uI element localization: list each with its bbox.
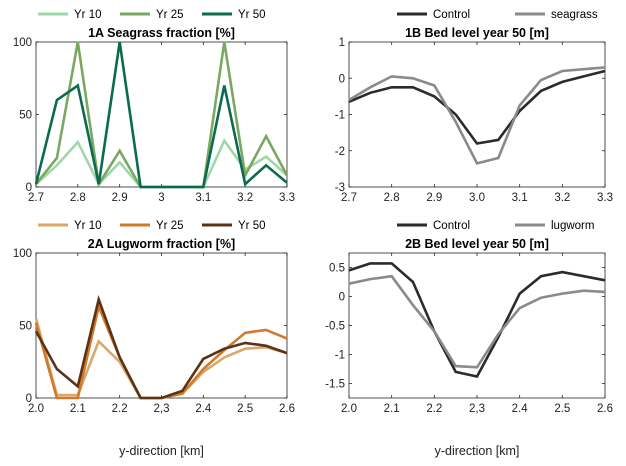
y-tick-label: -2 [335, 146, 345, 158]
y-tick-label: -0.5 [325, 321, 345, 333]
x-tick-label: 3.0 [469, 192, 485, 204]
y-tick-label: 100 [13, 248, 32, 260]
x-tick-label: 3.1 [512, 192, 528, 204]
legend-label: Yr 50 [238, 220, 266, 232]
legend-label: lugworm [551, 220, 594, 232]
x-tick-label: 2.6 [597, 403, 613, 415]
legend-label: Control [433, 9, 470, 21]
y-tick-label: 50 [19, 321, 32, 333]
series-line-control [348, 69, 606, 145]
y-tick-label: 1 [339, 37, 345, 49]
chart-2A: 2A Lugworm fraction [%] 2.0 2.1 2.2 2,3 2.4 2.… [13, 220, 295, 458]
x-axis-label: y-direction [km] [435, 444, 520, 458]
x-tick-label: 2.8 [384, 192, 400, 204]
y-tick-label: -1 [335, 110, 345, 122]
legend-label: Control [433, 220, 470, 232]
chart-1B: 1B Bed level year 50 [m] 2.7 2.8 2.9 3.0 3.1 3… [335, 9, 613, 204]
series-line-seagrass [348, 66, 606, 165]
x-tick-label: 2.7 [341, 192, 357, 204]
x-tick-label: 2.5 [554, 403, 570, 415]
chart-2B: 2B Bed level year 50 [m] 2.0 2.1 2.2 2,3 2.4 2… [325, 220, 613, 458]
y-tick-label: 0 [26, 182, 32, 194]
x-tick-label: 2.5 [237, 403, 253, 415]
y-tick-label: 0.5 [329, 263, 345, 275]
series-line-control [348, 262, 606, 378]
x-tick-label: 2.2 [426, 403, 442, 415]
series-line-yr-50 [34, 41, 288, 189]
x-tick-label: 2.2 [112, 403, 128, 415]
x-tick-label: 3 [158, 192, 164, 204]
x-tick-label: 2.9 [426, 192, 442, 204]
legend-label: Yr 25 [156, 9, 184, 21]
y-tick-label: 50 [19, 110, 32, 122]
y-tick-label: -1.5 [325, 379, 345, 391]
legend-label: Yr 10 [74, 220, 102, 232]
y-tick-label: 0 [339, 292, 345, 304]
y-tick-label: -3 [335, 182, 345, 194]
legend-label: seagrass [551, 9, 598, 21]
x-tick-label: 2.9 [112, 192, 128, 204]
y-tick-label: 0 [26, 393, 32, 405]
chart-title: 2A Lugworm fraction [%] [88, 237, 235, 251]
legend-label: Yr 25 [156, 220, 184, 232]
x-tick-label: 2.0 [28, 403, 44, 415]
x-tick-label: 2.1 [384, 403, 400, 415]
plot-frame [35, 41, 288, 188]
x-tick-label: 2.0 [341, 403, 357, 415]
chart-1A: 1A Seagrass fraction [%] 2.7 2.8 2.9 3 3.1 3.2… [13, 9, 295, 204]
y-tick-label: -1 [335, 350, 345, 362]
series-line-lugworm [348, 274, 606, 369]
x-tick-label: 3.3 [279, 192, 295, 204]
x-tick-label: 2.8 [70, 192, 86, 204]
x-tick-label: 3.2 [237, 192, 253, 204]
x-axis-label: y-direction [km] [119, 444, 204, 458]
chart-title: 1A Seagrass fraction [%] [88, 26, 235, 40]
legend-label: Yr 50 [238, 9, 266, 21]
x-tick-label: 2.4 [195, 403, 212, 415]
x-tick-label: 3.2 [554, 192, 570, 204]
x-tick-label: 2,3 [469, 403, 485, 415]
chart-title: 1B Bed level year 50 [m] [405, 26, 549, 40]
x-tick-label: 2.7 [28, 192, 44, 204]
chart-title: 2B Bed level year 50 [m] [405, 237, 549, 251]
plot-frame [35, 252, 288, 399]
x-tick-label: 2.6 [279, 403, 295, 415]
y-tick-label: 0 [339, 73, 345, 85]
legend-label: Yr 10 [74, 9, 102, 21]
series-line-yr-50 [34, 294, 288, 400]
plot-frame [348, 41, 606, 188]
x-tick-label: 3.1 [195, 192, 211, 204]
y-tick-label: 100 [13, 37, 32, 49]
x-tick-label: 2,3 [154, 403, 170, 415]
x-tick-label: 2.1 [70, 403, 86, 415]
x-tick-label: 2.4 [512, 403, 529, 415]
x-tick-label: 3.3 [597, 192, 613, 204]
